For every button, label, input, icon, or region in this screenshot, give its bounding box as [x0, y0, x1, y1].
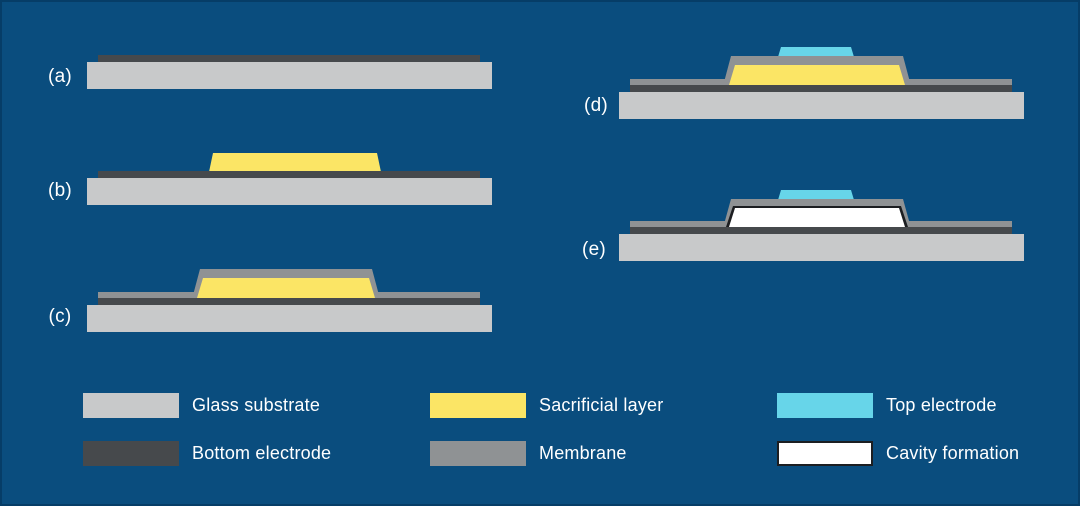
glass-substrate-shape: [87, 178, 492, 205]
legend-label: Glass substrate: [192, 395, 321, 415]
bottom-electrode-shape: [98, 55, 480, 63]
panel-a-label: (a): [47, 66, 73, 87]
membrane-wing-shape: [630, 221, 1012, 227]
legend-label: Membrane: [539, 443, 627, 463]
membrane-swatch: [430, 441, 526, 466]
glass-substrate-shape: [619, 234, 1024, 261]
panel-b-label: (b): [47, 180, 73, 201]
membrane-hump-shape: [192, 269, 380, 299]
bottom-electrode-shape: [98, 171, 480, 179]
bottom-electrode-swatch: [83, 441, 179, 466]
sacrificial-layer-shape: [197, 278, 375, 298]
bottom-electrode-shape: [630, 85, 1012, 93]
legend-item-glass-substrate: Glass substrate: [83, 393, 320, 418]
legend-label: Cavity formation: [886, 443, 1020, 463]
glass-substrate-shape: [87, 305, 492, 332]
top-electrode-shape: [778, 190, 854, 200]
panel-c-label: (c): [48, 306, 72, 327]
legend-label: Bottom electrode: [192, 443, 332, 463]
legend-item-sacrificial-layer: Sacrificial layer: [430, 393, 663, 418]
cavity-shape: [729, 208, 905, 227]
sacrificial-layer-shape: [729, 65, 905, 85]
legend-item-bottom-electrode: Bottom electrode: [83, 441, 331, 466]
sacrificial-layer-shape: [209, 153, 381, 172]
legend-item-membrane: Membrane: [430, 441, 627, 466]
bottom-electrode-shape: [630, 227, 1012, 235]
legend-label: Sacrificial layer: [539, 395, 664, 415]
membrane-wing-shape: [630, 79, 1012, 85]
glass-substrate-shape: [87, 62, 492, 89]
top-electrode-swatch: [777, 393, 873, 418]
membrane-wing-shape: [98, 292, 480, 298]
membrane-hump-shape: [723, 56, 911, 86]
cavity-outline-shape: [726, 206, 908, 227]
glass-substrate-shape: [619, 92, 1024, 119]
sacrificial-layer-swatch: [430, 393, 526, 418]
bottom-electrode-shape: [98, 298, 480, 306]
panel-d-label: (d): [583, 95, 609, 116]
top-electrode-shape: [778, 47, 854, 57]
glass-substrate-swatch: [83, 393, 179, 418]
panel-e-label: (e): [581, 239, 607, 260]
cavity-formation-swatch: [777, 441, 873, 466]
legend-label: Top electrode: [886, 395, 997, 415]
legend-item-cavity-formation: Cavity formation: [777, 441, 1019, 466]
membrane-hump-shape: [723, 199, 911, 228]
legend-item-top-electrode: Top electrode: [777, 393, 997, 418]
